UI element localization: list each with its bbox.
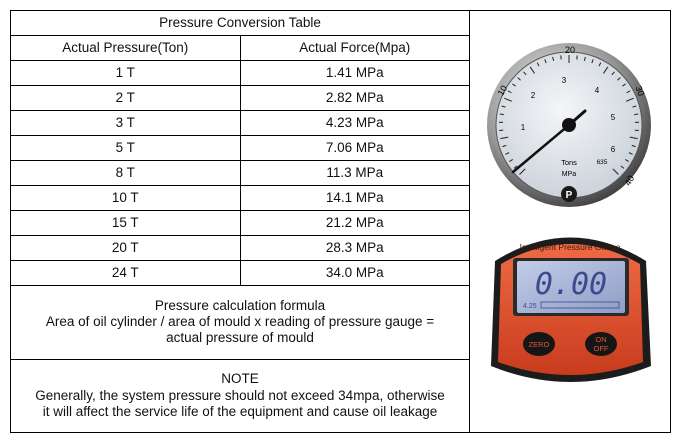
gauge-tick bbox=[509, 159, 513, 163]
gauge-tick bbox=[501, 105, 506, 108]
gauge-tick bbox=[629, 136, 638, 140]
outer-scale-30: 30 bbox=[633, 85, 646, 98]
gauge-tick bbox=[598, 62, 602, 67]
gauge-tick bbox=[517, 77, 521, 81]
unit-mpa-label: MPa bbox=[562, 171, 577, 178]
brand-logo-icon bbox=[561, 186, 577, 202]
table-cell-ton: 5 T bbox=[10, 135, 241, 161]
lcd-screen bbox=[517, 261, 625, 313]
table-cell-force: 1.41 MPa bbox=[239, 60, 470, 86]
gauge-tick bbox=[529, 66, 535, 74]
inner-scale-5: 5 bbox=[611, 113, 616, 122]
table-cell-force: 7.06 MPa bbox=[239, 135, 470, 161]
gauge-tick bbox=[507, 90, 512, 94]
brand-logo-glyph: P bbox=[566, 190, 573, 201]
gauge-tick bbox=[634, 113, 639, 116]
note-section: NOTE Generally, the system pressure shou… bbox=[10, 358, 470, 433]
inner-scale-3: 3 bbox=[562, 76, 567, 85]
inner-scale-6: 6 bbox=[611, 145, 616, 154]
gauge-tick bbox=[612, 168, 619, 175]
gauge-tick bbox=[626, 97, 634, 102]
gauge-tick bbox=[631, 144, 636, 148]
table-cell-ton: 8 T bbox=[10, 160, 241, 186]
formula-line-1: Area of oil cylinder / area of mould x r… bbox=[45, 314, 435, 330]
table-cell-ton: 2 T bbox=[10, 85, 241, 111]
gauge-tick bbox=[500, 136, 509, 140]
image-column bbox=[470, 10, 671, 433]
note-title: NOTE bbox=[221, 371, 259, 387]
table-cell-ton: 3 T bbox=[10, 110, 241, 136]
gauge-tick bbox=[632, 105, 637, 108]
gauge-ticks bbox=[499, 55, 639, 175]
gauge-tick bbox=[617, 77, 621, 81]
table-cell-force: 34.0 MPa bbox=[239, 260, 470, 286]
gauge-tick bbox=[591, 59, 594, 64]
gauge-tick bbox=[628, 152, 633, 155]
table-cell-force: 4.23 MPa bbox=[239, 110, 470, 136]
zero-button[interactable] bbox=[523, 332, 555, 356]
gauge-code-label: 635 bbox=[597, 159, 608, 166]
gauge-tick bbox=[502, 144, 507, 148]
table-cell-ton: 20 T bbox=[10, 235, 241, 261]
gauge-needle bbox=[511, 123, 571, 174]
table-cell-ton: 24 T bbox=[10, 260, 241, 286]
note-line-2: it will affect the service life of the e… bbox=[42, 403, 438, 419]
gauge-tick bbox=[603, 66, 609, 74]
onoff-button-label-off: OFF bbox=[594, 344, 609, 353]
lcd-bar-label: 4.25 bbox=[523, 303, 537, 310]
outer-scale-40: 40 bbox=[623, 174, 637, 188]
gauge-tick bbox=[523, 71, 527, 76]
inner-scale-2: 2 bbox=[531, 91, 536, 100]
gauge-tick bbox=[622, 83, 626, 87]
gauge-tick bbox=[504, 97, 512, 102]
gauge-tick bbox=[544, 59, 547, 64]
note-line-1: Generally, the system pressure should no… bbox=[35, 387, 445, 403]
table-cell-ton: 15 T bbox=[10, 210, 241, 236]
table-cell-ton: 1 T bbox=[10, 60, 241, 86]
table-cell-force: 14.1 MPa bbox=[239, 185, 470, 211]
gauge-tick bbox=[505, 152, 510, 155]
analog-pressure-gauge: 20 10 30 40 1 2 3 4 5 6 Tons MPa 635 P bbox=[487, 43, 651, 207]
header-actual-pressure: Actual Pressure(Ton) bbox=[10, 35, 241, 61]
outer-scale-20: 20 bbox=[565, 45, 575, 55]
gauge-tick bbox=[611, 71, 615, 76]
header-actual-force: Actual Force(Mpa) bbox=[239, 35, 470, 61]
table-cell-force: 21.2 MPa bbox=[239, 210, 470, 236]
lcd-reading: 0.00 bbox=[535, 267, 607, 302]
formula-section: Pressure calculation formula Area of oil… bbox=[10, 285, 470, 360]
table-cell-force: 2.82 MPa bbox=[239, 85, 470, 111]
gauge-tick bbox=[512, 83, 516, 87]
formula-title: Pressure calculation formula bbox=[154, 297, 326, 313]
onoff-button[interactable] bbox=[585, 332, 617, 356]
gauge-tick bbox=[513, 165, 518, 169]
zero-button-label: ZERO bbox=[529, 340, 550, 349]
formula-line-2: actual pressure of mould bbox=[166, 330, 314, 346]
table-cell-force: 11.3 MPa bbox=[239, 160, 470, 186]
gauge-tick bbox=[519, 168, 526, 175]
inner-scale-1: 1 bbox=[521, 123, 526, 132]
onoff-button-label-on: ON bbox=[595, 335, 606, 344]
inner-scale-4: 4 bbox=[595, 86, 600, 95]
gauge-tick bbox=[499, 113, 504, 116]
pressure-conversion-table: Pressure Conversion Table Actual Pressur… bbox=[10, 10, 470, 433]
lcd-bar bbox=[540, 301, 620, 309]
table-title: Pressure Conversion Table bbox=[10, 10, 470, 36]
brand-text: Intelligent Pressure Gauge bbox=[520, 242, 621, 252]
needle-hub bbox=[562, 118, 576, 132]
gauge-tick bbox=[626, 90, 631, 94]
unit-tons-label: Tons bbox=[561, 158, 577, 167]
digital-pressure-gauge: Intelligent Pressure Gauge 0.00 4.25 ZER… bbox=[491, 237, 651, 382]
gauge-tick bbox=[583, 56, 586, 61]
gauge-tick bbox=[552, 56, 555, 61]
table-cell-force: 28.3 MPa bbox=[239, 235, 470, 261]
gauge-tick bbox=[620, 165, 625, 169]
gauge-tick bbox=[625, 159, 629, 163]
outer-scale-10: 10 bbox=[496, 84, 510, 98]
gauge-tick bbox=[536, 62, 540, 67]
table-cell-ton: 10 T bbox=[10, 185, 241, 211]
